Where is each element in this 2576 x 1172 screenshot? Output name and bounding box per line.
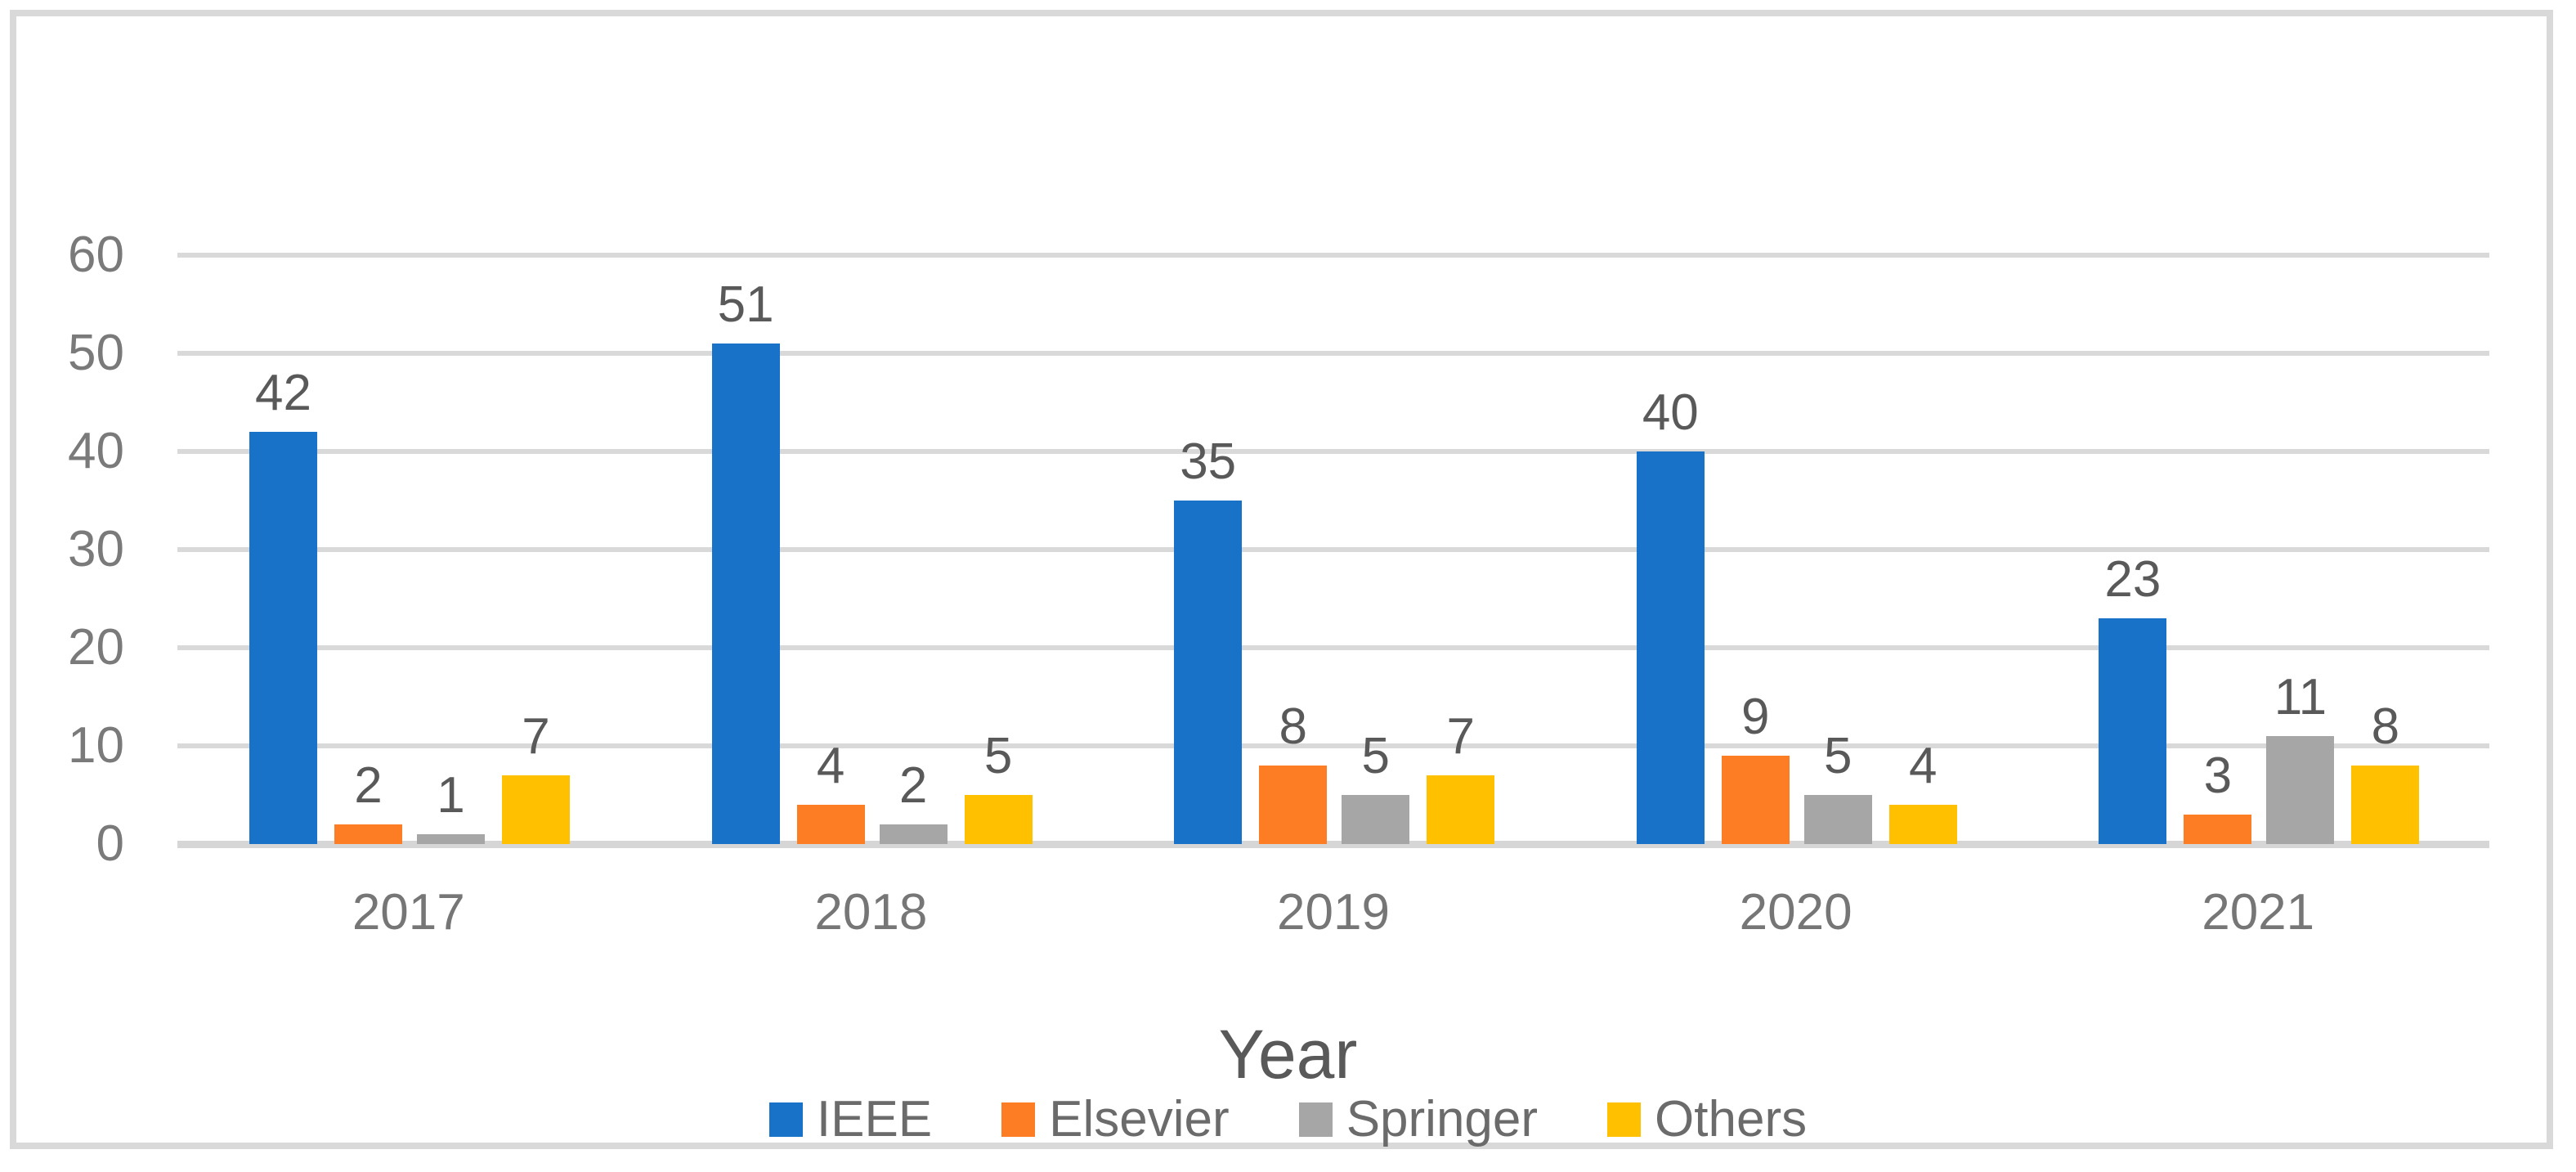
bar-others-2017 [502,775,570,844]
legend-item-springer: Springer [1298,1091,1539,1147]
bar-ieee-2017 [249,432,317,844]
legend-swatch-ieee [768,1102,803,1137]
legend-swatch-others [1607,1102,1642,1137]
data-label-ieee-2021: 23 [2104,551,2162,608]
legend-label-others: Others [1655,1091,1808,1147]
data-label-springer-2018: 2 [898,757,928,814]
data-label-others-2020: 4 [1909,738,1938,794]
y-tick-label: 40 [68,423,124,479]
legend-item-others: Others [1607,1094,1807,1145]
y-tick-label: 0 [96,815,124,872]
gridline [177,253,2489,258]
x-axis-title: Year [1218,1016,1358,1093]
bar-elsevier-2017 [334,824,402,844]
bar-springer-2019 [1342,795,1410,844]
data-label-ieee-2018: 51 [717,276,774,333]
data-label-springer-2021: 11 [2274,669,2327,725]
y-tick-label: 30 [68,521,124,577]
x-tick-label-2020: 2020 [1739,884,1852,941]
x-tick-label-2021: 2021 [2202,884,2315,941]
x-tick-label-2019: 2019 [1277,884,1390,941]
bar-group-2017: 42 2 1 7 [177,255,640,844]
bar-springer-2017 [417,834,485,844]
bar-group-2020: 40 9 5 4 [1565,255,2027,844]
legend-item-elsevier: Elsevier [1001,1094,1230,1145]
data-label-others-2019: 7 [1446,708,1475,765]
legend: IEEE Elsevier Springer Others [0,1094,2576,1145]
data-label-elsevier-2018: 4 [816,738,845,794]
bar-elsevier-2020 [1721,756,1790,844]
data-label-elsevier-2021: 3 [2203,748,2233,804]
data-label-ieee-2017: 42 [255,365,311,421]
gridline [177,449,2489,454]
data-label-others-2018: 5 [983,728,1013,784]
bar-elsevier-2019 [1259,766,1328,844]
data-label-elsevier-2017: 2 [354,757,383,814]
data-label-springer-2020: 5 [1824,728,1852,784]
gridline [177,645,2489,650]
bar-springer-2018 [879,824,948,844]
bar-others-2018 [964,795,1033,844]
y-tick-label: 10 [68,717,124,774]
gridline [177,547,2489,552]
x-tick-label-2017: 2017 [352,884,465,941]
data-label-springer-2017: 1 [437,767,465,824]
legend-item-ieee: IEEE [768,1091,933,1147]
data-label-springer-2019: 5 [1361,728,1390,784]
bar-group-2018: 51 4 2 5 [640,255,1103,844]
legend-swatch-springer [1298,1102,1333,1137]
y-tick-label: 50 [68,325,124,381]
bar-others-2019 [1427,775,1495,844]
plot-area: 42 2 1 7 51 4 2 5 35 8 5 7 40 9 5 4 23 3 11 8 [177,253,2489,848]
bar-group-2019: 35 8 5 7 [1102,255,1565,844]
data-label-ieee-2019: 35 [1180,433,1237,490]
x-tick-label-2018: 2018 [814,884,928,941]
bar-ieee-2018 [711,344,780,844]
legend-swatch-elsevier [1001,1102,1036,1137]
bar-others-2021 [2351,766,2420,844]
data-label-others-2021: 8 [2371,698,2400,755]
bar-elsevier-2018 [796,805,865,844]
y-tick-label: 60 [68,227,124,283]
bar-springer-2021 [2266,736,2335,844]
x-axis-line [177,840,2489,848]
bar-ieee-2020 [1636,451,1705,844]
data-label-elsevier-2019: 8 [1279,698,1307,755]
bar-ieee-2021 [2099,618,2167,844]
y-tick-label: 20 [68,619,124,676]
gridline [177,743,2489,748]
legend-label-springer: Springer [1346,1091,1539,1147]
legend-label-elsevier: Elsevier [1049,1091,1230,1147]
bar-springer-2020 [1803,795,1872,844]
bar-others-2020 [1888,805,1957,844]
bar-group-2021: 23 3 11 8 [2027,255,2489,844]
figure-border [10,10,2553,1149]
legend-label-ieee: IEEE [816,1091,933,1147]
data-label-others-2017: 7 [522,708,550,765]
data-label-ieee-2020: 40 [1642,384,1699,441]
bar-elsevier-2021 [2184,815,2252,844]
data-label-elsevier-2020: 9 [1741,689,1770,745]
bar-ieee-2019 [1174,501,1243,844]
gridline [177,351,2489,356]
